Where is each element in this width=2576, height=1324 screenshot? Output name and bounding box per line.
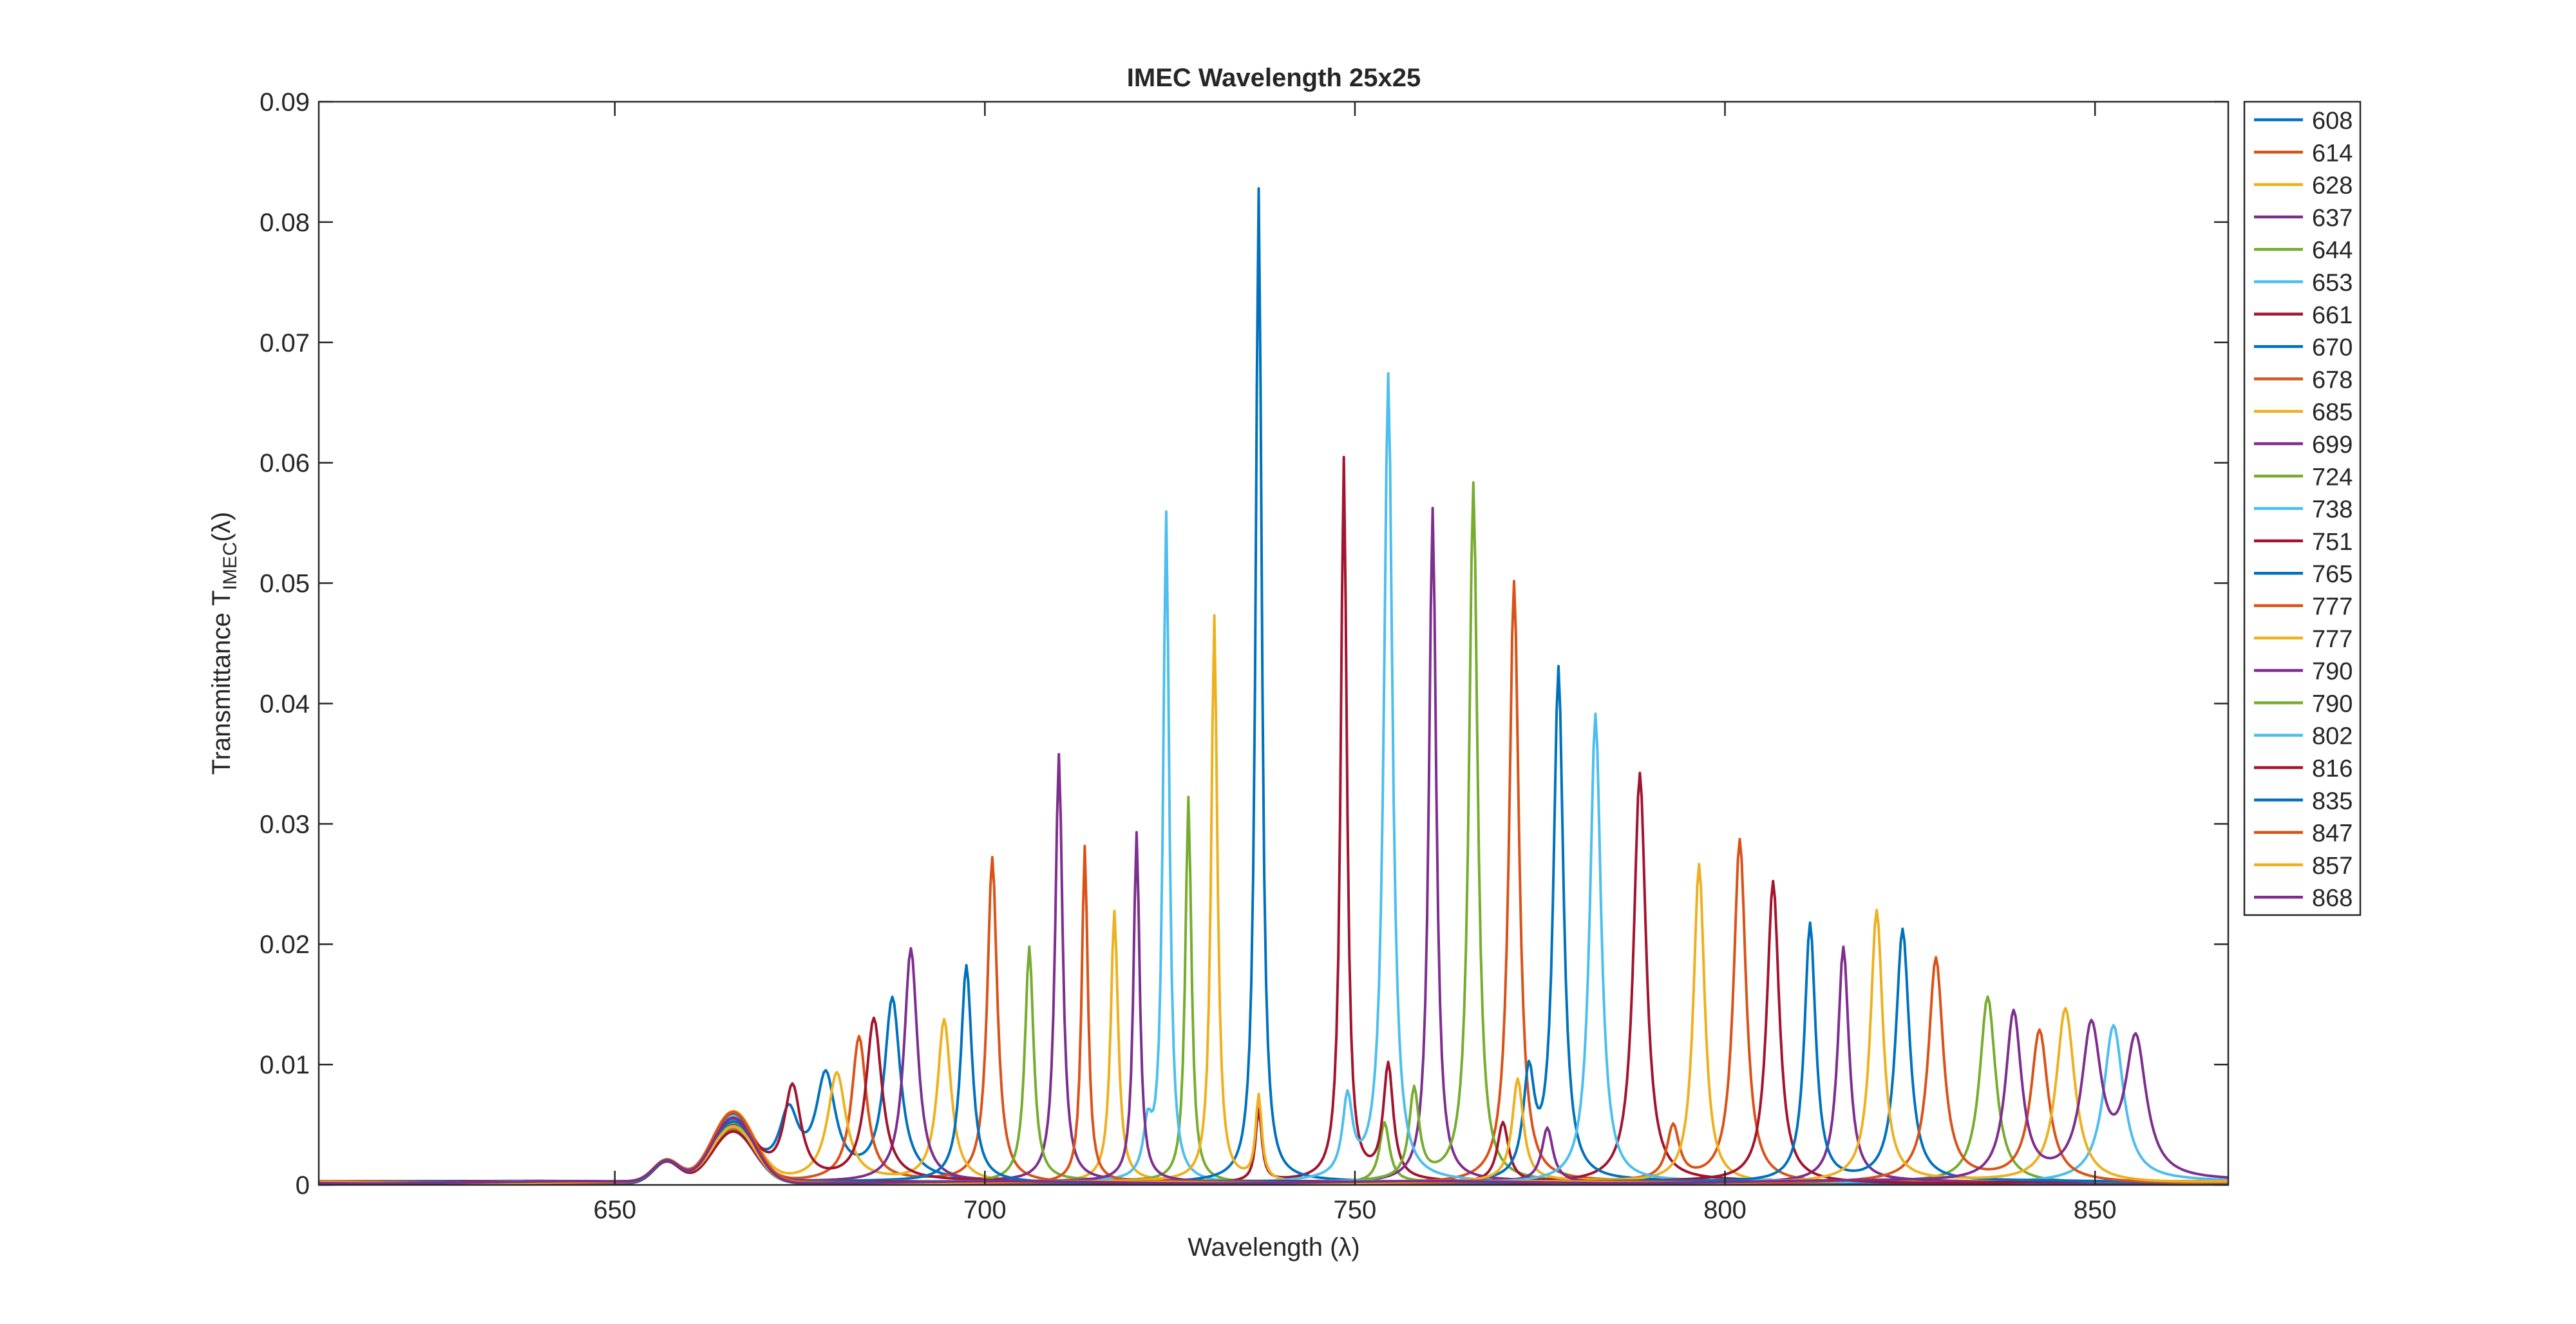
series-line-868	[319, 1008, 2229, 1185]
y-axis-label-tail: (λ)	[207, 512, 236, 542]
legend-label: 724	[2312, 464, 2353, 491]
legend-label: 816	[2312, 755, 2353, 782]
legend-label: 777	[2312, 594, 2353, 621]
x-tick-label: 750	[1334, 1196, 1377, 1224]
y-tick-label: 0.03	[260, 810, 310, 838]
y-tick-label: 0.07	[260, 329, 310, 357]
legend-label: 670	[2312, 334, 2353, 361]
y-axis: 0 0.01 0.02 0.03 0.04 0.05 0.06 0.07 0.08 0.09	[260, 88, 2228, 1200]
legend-label: 699	[2312, 431, 2353, 459]
legend-label: 802	[2312, 723, 2353, 750]
y-axis-label-main: Transmittance T	[207, 590, 236, 775]
legend-label: 790	[2312, 690, 2353, 717]
y-tick-label: 0.02	[260, 931, 310, 959]
y-tick-label: 0.08	[260, 209, 310, 237]
legend-label: 637	[2312, 205, 2353, 232]
legend-label: 738	[2312, 497, 2353, 524]
legend-label: 857	[2312, 853, 2353, 880]
legend-label: 868	[2312, 885, 2353, 912]
x-tick-label: 650	[593, 1196, 636, 1224]
x-tick-label: 850	[2074, 1196, 2117, 1224]
series-lines	[318, 187, 2229, 1185]
legend-label: 628	[2312, 173, 2353, 200]
axes-box	[317, 100, 2230, 1186]
x-axis: 650 700 750 800 850	[593, 102, 2117, 1224]
legend-label: 614	[2312, 140, 2353, 167]
legend-label: 751	[2312, 529, 2353, 556]
legend: 608 614 628 637 644 653 661 670 678 685 699 724 738 7…	[2243, 100, 2362, 916]
y-tick-label: 0.09	[260, 88, 310, 117]
x-axis-label: Wavelength (λ)	[1188, 1233, 1360, 1262]
y-tick-label: 0.01	[260, 1051, 310, 1079]
y-tick-label: 0.06	[260, 449, 310, 478]
legend-label: 765	[2312, 561, 2353, 588]
y-axis-label-subscript: IMEC	[220, 542, 241, 590]
legend-label: 653	[2312, 270, 2353, 297]
legend-label: 678	[2312, 366, 2353, 393]
legend-label: 835	[2312, 788, 2353, 815]
legend-label: 644	[2312, 237, 2353, 264]
legend-label: 685	[2312, 399, 2353, 426]
legend-label: 777	[2312, 626, 2353, 653]
x-tick-label: 700	[963, 1196, 1007, 1224]
plot-area: 650 700 750 800 850 0 0.01 0.02 0.03 0.04 0.05 0.0…	[260, 88, 2230, 1224]
legend-items: 608 614 628 637 644 653 661 670 678 685 699 724 738 7…	[2254, 108, 2353, 912]
y-tick-label: 0.05	[260, 570, 310, 598]
legend-label: 790	[2312, 658, 2353, 685]
legend-label: 847	[2312, 820, 2353, 847]
y-tick-label: 0	[296, 1171, 310, 1200]
legend-label: 661	[2312, 302, 2353, 329]
chart-title: IMEC Wavelength 25x25	[1127, 64, 1421, 92]
y-axis-label: Transmittance TIMEC(λ)	[207, 512, 241, 775]
legend-label: 608	[2312, 108, 2353, 135]
y-tick-label: 0.04	[260, 690, 310, 718]
x-tick-label: 800	[1703, 1196, 1747, 1224]
